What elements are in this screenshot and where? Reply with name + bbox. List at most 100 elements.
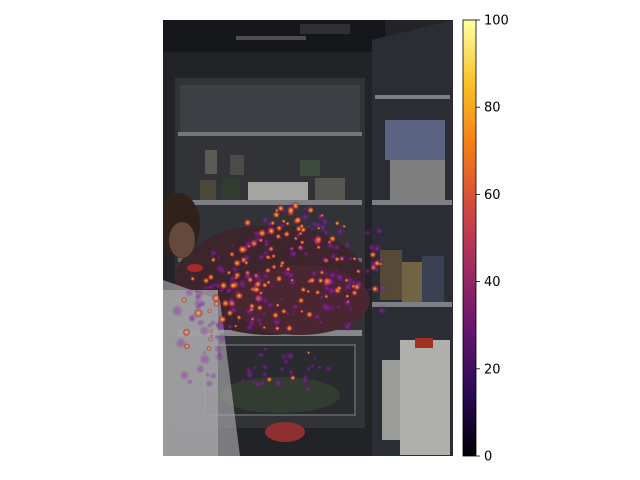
heatmap-spot (338, 253, 347, 262)
colorbar-frame (462, 19, 477, 457)
heatmap-spot (279, 296, 285, 302)
heatmap-spot (182, 328, 191, 337)
heatmap-spot (279, 260, 286, 266)
heatmap-spot (274, 325, 281, 332)
heatmap-spot (308, 276, 317, 285)
heatmap-spot (261, 248, 270, 258)
heatmap-spot (226, 296, 237, 307)
heatmap-spot (275, 302, 281, 308)
heatmap-spot (286, 205, 296, 215)
heatmap-spot (253, 230, 259, 236)
heatmap-spot (319, 301, 331, 313)
heatmap-spot (236, 314, 242, 321)
heatmap-spot (329, 252, 338, 261)
heatmap-spot (202, 276, 211, 285)
heatmap-spot (262, 346, 269, 353)
heatmap-spot (251, 379, 257, 386)
heatmap-spot (211, 293, 221, 303)
heatmap-spot (270, 253, 277, 259)
heatmap-spot (315, 244, 322, 250)
heatmap-spot (374, 225, 385, 237)
heatmap-spot (230, 242, 236, 248)
heatmap-spot (335, 268, 340, 272)
heatmap-spot (217, 332, 228, 343)
colorbar-tick-label: 100 (484, 14, 509, 29)
heatmap-spot (302, 250, 310, 258)
heatmap-spot (193, 308, 203, 318)
heatmap-spot (372, 265, 381, 274)
heatmap-spot (342, 240, 352, 250)
heatmap-spot (302, 206, 308, 212)
heatmap-spot (336, 285, 343, 292)
heatmap-spot (270, 316, 283, 328)
heatmap-spot (320, 268, 325, 274)
heatmap-spot (284, 349, 297, 362)
heatmap-spot (335, 303, 342, 310)
colorbar-fill (463, 20, 476, 456)
heatmap-spot (355, 268, 361, 274)
heatmap-spot (322, 228, 330, 236)
heatmap-spot (325, 240, 336, 251)
heatmap-spot (280, 307, 288, 315)
heatmap-spot (269, 283, 275, 290)
heatmap-spot (319, 254, 329, 265)
heatmap-spot (208, 329, 214, 334)
heatmap-spot (195, 293, 202, 301)
heatmap-spot (274, 274, 284, 283)
colorbar-tick-label: 20 (484, 362, 501, 377)
heatmap-spot (285, 269, 297, 281)
heatmap-spot (316, 226, 321, 231)
heatmap-spot (195, 364, 205, 374)
heatmap-spot (227, 273, 239, 285)
heatmap-spot (258, 351, 265, 358)
heatmap-spot (298, 223, 305, 230)
heatmap-spot (261, 239, 272, 249)
heatmap-spot (363, 228, 372, 238)
heatmap-spot (197, 319, 205, 327)
heatmap-spot (285, 221, 291, 227)
heatmap-spot (287, 245, 296, 254)
attention-heatmap-overlay (171, 201, 388, 394)
heatmap-spot (294, 231, 303, 240)
colorbar-tick-label: 60 (484, 188, 501, 203)
heatmap-spot (207, 322, 213, 329)
heatmap-spot (367, 287, 372, 292)
heatmap-spot (255, 304, 264, 312)
heatmap-spot (261, 311, 267, 317)
heatmap-spot (228, 251, 236, 258)
heatmap-spot (287, 368, 295, 377)
heatmap-spot (371, 242, 383, 255)
heatmap-spot (185, 288, 194, 297)
heatmap-spot (205, 282, 216, 292)
heatmap-spot (316, 363, 324, 371)
heatmap-spot (208, 337, 213, 342)
heatmap-spot (363, 267, 372, 276)
heatmap-spot (285, 324, 294, 333)
heatmap-spot (240, 284, 246, 290)
heatmap-spot (334, 226, 347, 238)
heatmap-spot (218, 314, 228, 324)
heatmap-spot (297, 296, 305, 305)
heatmap-spot (378, 255, 386, 263)
heatmap-spot (181, 296, 188, 303)
heatmap-spot (226, 289, 231, 295)
heatmap-spot (179, 370, 190, 381)
heatmap-spot (245, 309, 251, 315)
heatmap-spot (279, 366, 286, 373)
heatmap-spot (309, 268, 319, 279)
heatmap-spot (214, 263, 225, 274)
heatmap-spot (258, 237, 264, 243)
heatmap-spot (280, 207, 288, 215)
heatmap-spot (324, 276, 336, 288)
heatmap-spot (261, 281, 269, 289)
heatmap-spot (317, 277, 325, 285)
heatmap-spot (241, 270, 254, 282)
heatmap-spot (259, 379, 266, 387)
heatmap-spot (205, 379, 213, 388)
heatmap-spot (253, 284, 259, 290)
heatmap-spot (354, 278, 365, 289)
colorbar: 0 20 40 60 80 100 (462, 14, 509, 465)
heatmap-spot (189, 275, 196, 282)
heatmap-spot (378, 261, 383, 267)
